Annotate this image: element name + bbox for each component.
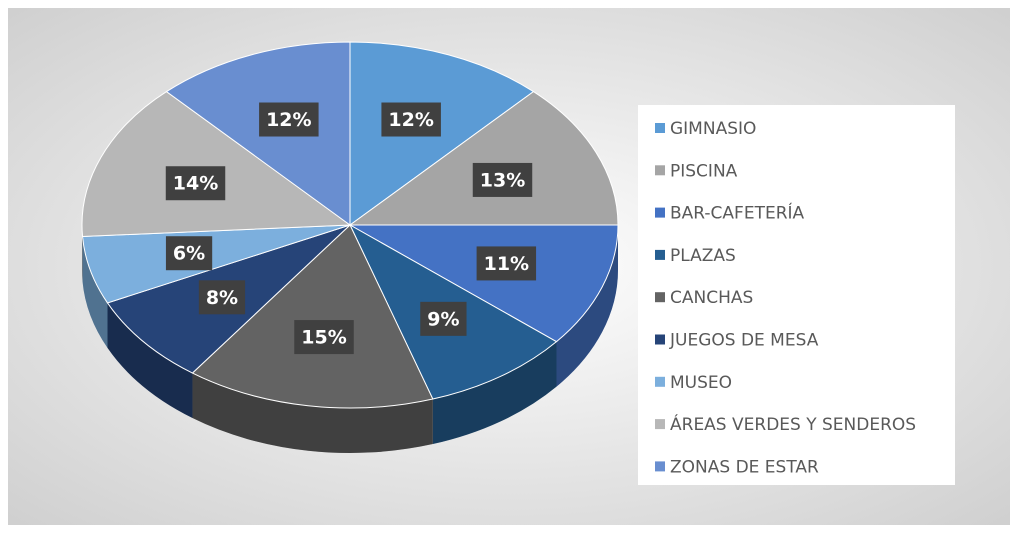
slice-side — [556, 225, 618, 387]
data-label: 11% — [484, 253, 529, 275]
data-label-box — [165, 166, 226, 201]
slice-side-shade — [432, 341, 557, 445]
slice — [348, 224, 619, 343]
data-label-box — [476, 246, 537, 281]
legend-swatch — [655, 461, 665, 472]
data-label-box — [472, 162, 533, 197]
legend-swatch — [655, 123, 665, 133]
legend-label: ÁREAS VERDES Y SENDEROS — [670, 413, 916, 435]
slice-side-shade — [107, 302, 193, 419]
data-label: 13% — [480, 169, 525, 191]
data-label: 15% — [301, 327, 346, 349]
legend-swatch — [655, 165, 665, 176]
slice — [165, 41, 351, 226]
data-label: 12% — [388, 109, 433, 131]
data-label-box — [294, 320, 354, 355]
data-label: 14% — [173, 173, 218, 195]
data-label-box — [198, 280, 246, 315]
slice — [348, 90, 619, 226]
legend-label: BAR-CAFETERÍA — [670, 202, 805, 224]
data-label-box — [381, 102, 441, 137]
legend-swatch — [655, 292, 665, 303]
data-label-box — [259, 102, 319, 137]
legend-swatch — [655, 207, 665, 218]
legend-label: GIMNASIO — [670, 119, 756, 139]
data-label-box — [420, 301, 467, 336]
slice-side — [192, 373, 433, 453]
legend-swatch — [655, 334, 665, 345]
legend-label: MUSEO — [670, 373, 732, 393]
legend-swatch — [655, 376, 665, 387]
data-label: 12% — [266, 109, 311, 131]
slice-side-shade — [556, 225, 618, 387]
legend-label: ZONAS DE ESTAR — [670, 457, 819, 477]
legend-label: PLAZAS — [670, 246, 736, 266]
slice-side — [107, 302, 193, 419]
slice-side — [82, 236, 108, 348]
legend-swatch — [655, 419, 665, 430]
legend-label: CANCHAS — [670, 288, 753, 308]
slice — [191, 224, 434, 409]
slice-side — [432, 341, 557, 445]
legend-swatch — [655, 249, 665, 260]
slice-side-shade — [192, 373, 433, 453]
data-label-box — [165, 236, 213, 271]
slice-side-shade — [82, 236, 108, 348]
slice — [81, 90, 352, 238]
legend-label: PISCINA — [670, 161, 738, 181]
legend-label: JUEGOS DE MESA — [669, 331, 819, 351]
data-label: 6% — [173, 243, 205, 265]
legend-box — [638, 105, 955, 485]
slice — [349, 41, 535, 226]
data-label: 8% — [206, 287, 238, 309]
data-label: 9% — [427, 308, 459, 330]
